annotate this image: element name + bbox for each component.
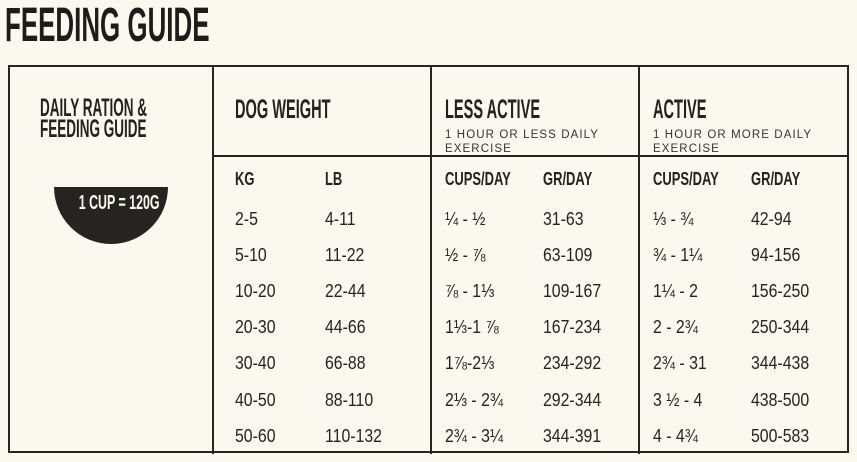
table-row: 1⅓-1 ⅞ 167-234 bbox=[445, 317, 602, 338]
kg-column-header: KG bbox=[235, 168, 255, 189]
dog-weight-title: DOG WEIGHT bbox=[235, 94, 331, 124]
table-row: 30-40 66-88 bbox=[235, 353, 366, 374]
grams-per-day-header: GR/DAY bbox=[751, 168, 801, 189]
page-title: FEEDING GUIDE bbox=[5, 2, 384, 50]
table-row: 40-50 88-110 bbox=[235, 389, 374, 410]
column-active: ACTIVE 1 HOUR OR MORE DAILY EXERCISE CUP… bbox=[638, 67, 847, 455]
cups-per-day-header: CUPS/DAY bbox=[445, 168, 511, 189]
table-row: 1⅞-2⅓ 234-292 bbox=[445, 353, 602, 374]
table-row: 4 - 4¾ 500-583 bbox=[653, 425, 810, 446]
table-row: 2¾ - 31 344-438 bbox=[653, 353, 810, 374]
dog-weight-body: KG LB 2-5 4-11 5-10 11-22 10-20 22-44 20… bbox=[214, 155, 430, 454]
cups-per-day-header: CUPS/DAY bbox=[653, 168, 719, 189]
column-daily-ration: DAILY RATION & FEEDING GUIDE 1 CUP = 120… bbox=[10, 67, 212, 454]
cup-measure-label: 1 CUP = 120G bbox=[78, 192, 160, 214]
feeding-guide-table: DAILY RATION & FEEDING GUIDE 1 CUP = 120… bbox=[8, 65, 849, 455]
less-active-subtitle: 1 HOUR OR LESS DAILY EXERCISE bbox=[445, 129, 599, 155]
table-row: 50-60 110-132 bbox=[235, 425, 382, 446]
table-row: 5-10 11-22 bbox=[235, 244, 365, 265]
table-row: 3 ½ - 4 438-500 bbox=[653, 389, 810, 410]
lb-column-header: LB bbox=[325, 168, 343, 189]
table-row: 2¾ - 3¼ 344-391 bbox=[445, 425, 602, 446]
table-row: 10-20 22-44 bbox=[235, 280, 366, 301]
dog-weight-header: DOG WEIGHT bbox=[214, 67, 430, 155]
active-subtitle: 1 HOUR OR MORE DAILY EXERCISE bbox=[653, 129, 812, 155]
page-title-text: FEEDING GUIDE bbox=[5, 0, 210, 52]
active-title: ACTIVE bbox=[653, 94, 707, 124]
dog-weight-subheader-row: KG LB bbox=[235, 169, 430, 190]
table-row: ½ - ⅞ 63-109 bbox=[445, 244, 593, 265]
column-less-active: LESS ACTIVE 1 HOUR OR LESS DAILY EXERCIS… bbox=[430, 67, 638, 455]
less-active-header: LESS ACTIVE 1 HOUR OR LESS DAILY EXERCIS… bbox=[432, 67, 638, 156]
table-row: 2⅓ - 2¾ 292-344 bbox=[445, 389, 602, 410]
table-row: ⅓ - ¾ 42-94 bbox=[653, 208, 792, 229]
active-subheader-row: CUPS/DAY GR/DAY bbox=[653, 169, 847, 190]
active-body: CUPS/DAY GR/DAY ⅓ - ¾ 42-94 ¾ - 1¼ 94-15… bbox=[640, 155, 847, 454]
less-active-subheader-row: CUPS/DAY GR/DAY bbox=[445, 169, 638, 190]
column-dog-weight: DOG WEIGHT KG LB 2-5 4-11 5-10 11-22 10-… bbox=[212, 67, 430, 455]
ration-title-line2: FEEDING GUIDE bbox=[40, 115, 147, 143]
less-active-title: LESS ACTIVE bbox=[445, 94, 541, 124]
less-active-body: CUPS/DAY GR/DAY ¼ - ½ 31-63 ½ - ⅞ 63-109… bbox=[432, 155, 638, 454]
table-row: ¼ - ½ 31-63 bbox=[445, 208, 584, 229]
ration-title-line1: DAILY RATION & bbox=[40, 94, 148, 122]
table-row: 1¼ - 2 156-250 bbox=[653, 280, 810, 301]
table-row: 2 - 2¾ 250-344 bbox=[653, 317, 810, 338]
table-row: 2-5 4-11 bbox=[235, 208, 356, 229]
active-header: ACTIVE 1 HOUR OR MORE DAILY EXERCISE bbox=[640, 67, 847, 156]
ration-title: DAILY RATION & FEEDING GUIDE bbox=[40, 94, 238, 143]
cup-measure-badge: 1 CUP = 120G bbox=[54, 187, 168, 244]
table-row: 20-30 44-66 bbox=[235, 317, 366, 338]
grams-per-day-header: GR/DAY bbox=[543, 168, 593, 189]
table-row: ¾ - 1¼ 94-156 bbox=[653, 244, 801, 265]
table-row: ⅞ - 1⅓ 109-167 bbox=[445, 280, 602, 301]
